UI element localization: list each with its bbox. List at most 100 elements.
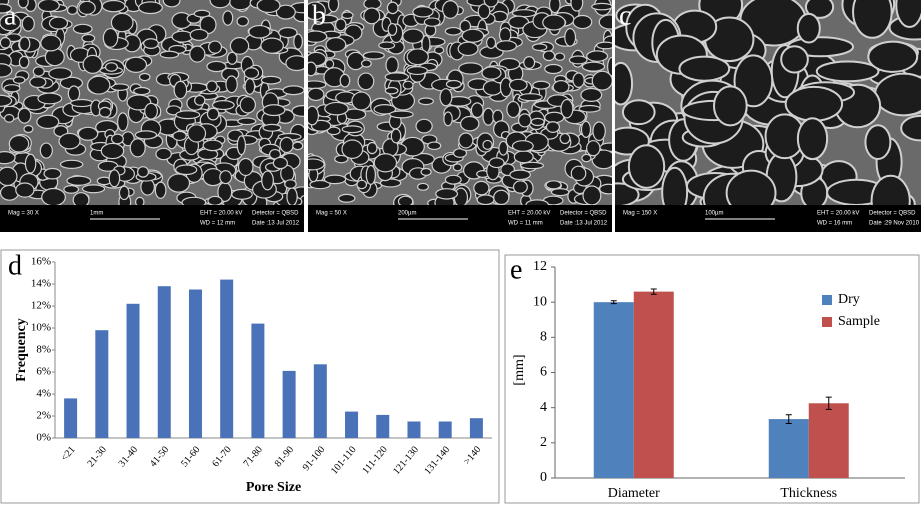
pore: [326, 126, 341, 136]
pore: [0, 94, 13, 107]
pore: [308, 30, 328, 43]
pore: [23, 124, 34, 134]
pore: [550, 188, 570, 197]
x-axis-label: Pore Size: [246, 480, 301, 495]
pore: [351, 91, 372, 111]
panel-e-frame: [504, 254, 920, 504]
pore: [36, 114, 60, 130]
pore: [580, 120, 592, 138]
x-tick-label: 51-60: [179, 444, 202, 469]
pore: [0, 36, 12, 49]
pore: [110, 12, 134, 33]
pore: [498, 27, 512, 43]
pore: [362, 51, 385, 60]
pore: [189, 45, 206, 63]
pore: [592, 121, 606, 142]
pore: [222, 10, 234, 26]
pore: [568, 55, 588, 65]
pore: [323, 174, 347, 185]
sem-image: [615, 0, 921, 227]
x-tick-label: 91-100: [301, 444, 328, 473]
pore: [511, 9, 537, 18]
pore: [784, 85, 844, 122]
pore: [544, 63, 563, 75]
pore: [136, 166, 150, 178]
error-bar: [825, 396, 832, 410]
pore: [17, 0, 29, 9]
pore: [260, 75, 282, 85]
x-tick-label: 121-130: [391, 444, 421, 477]
pore: [439, 88, 453, 107]
bar: [376, 414, 390, 438]
pore: [189, 28, 209, 41]
y-axis-label: [mm]: [512, 354, 527, 385]
pore: [445, 79, 462, 89]
pore: [324, 101, 349, 116]
pore: [208, 40, 223, 54]
pore: [360, 59, 372, 68]
bar: [407, 421, 421, 438]
pore: [308, 80, 327, 90]
pore: [402, 28, 425, 44]
pore: [0, 3, 12, 14]
mag: Mag = 150 X: [623, 211, 657, 217]
sem-image: [0, 0, 304, 213]
pore: [481, 66, 502, 80]
pore: [591, 2, 612, 11]
pore: [205, 80, 218, 93]
pore: [155, 147, 172, 161]
pore: [433, 46, 445, 55]
pore: [508, 78, 528, 92]
pore: [356, 179, 368, 190]
pore: [461, 28, 485, 43]
pore: [554, 52, 566, 61]
pore: [341, 11, 354, 20]
pore: [581, 61, 606, 72]
pore: [24, 153, 37, 174]
pore: [339, 73, 351, 88]
pore: [498, 140, 509, 156]
panel-label: d: [8, 250, 22, 281]
y-tick-label: 14%: [31, 278, 51, 290]
pore: [138, 72, 151, 82]
x-tick-label: <21: [59, 444, 77, 463]
pore: [582, 185, 602, 206]
pore: [237, 157, 254, 177]
bar: [593, 302, 634, 478]
pore: [483, 0, 499, 8]
pore: [804, 0, 835, 19]
pore: [69, 98, 94, 108]
pore: [384, 72, 410, 82]
pore: [18, 55, 30, 69]
pore: [542, 50, 556, 62]
pore: [219, 170, 233, 185]
pore: [3, 113, 15, 123]
pore: [581, 153, 592, 163]
pore: [385, 56, 399, 74]
pore: [458, 62, 484, 75]
eht: EHT = 20.00 kV: [508, 211, 550, 217]
pore: [874, 72, 921, 117]
x-tick-label: 41-50: [148, 444, 171, 469]
pore: [98, 106, 112, 118]
pore: [17, 107, 32, 124]
bar: [768, 419, 809, 478]
pore: [81, 33, 96, 43]
pore: [599, 183, 612, 195]
pore: [476, 194, 495, 206]
mag: Mag = 50 X: [316, 211, 347, 217]
pore: [460, 115, 480, 132]
pore: [852, 0, 893, 39]
y-tick-label: 2%: [36, 410, 51, 422]
pore: [564, 27, 577, 47]
pore: [678, 55, 731, 82]
pore: [15, 182, 35, 198]
pore: [110, 133, 124, 145]
pore: [285, 55, 304, 72]
pore: [363, 7, 381, 25]
pore: [570, 0, 584, 12]
pore: [389, 110, 414, 119]
pore: [531, 43, 548, 52]
pore: [325, 37, 347, 53]
